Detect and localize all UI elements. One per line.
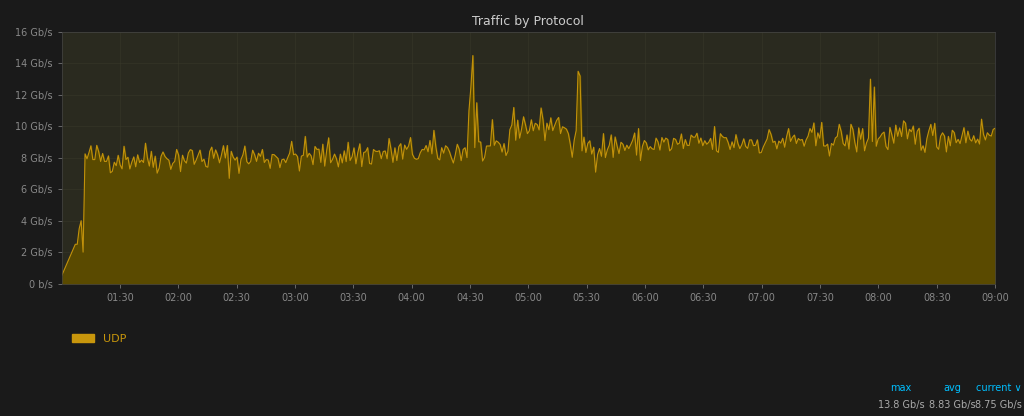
- Text: max: max: [891, 383, 911, 393]
- Text: 8.83 Gb/s: 8.83 Gb/s: [929, 400, 976, 410]
- Title: Traffic by Protocol: Traffic by Protocol: [472, 15, 585, 28]
- Text: current ∨: current ∨: [976, 383, 1021, 393]
- Text: 13.8 Gb/s: 13.8 Gb/s: [878, 400, 925, 410]
- Legend: UDP: UDP: [68, 329, 131, 349]
- Text: avg: avg: [943, 383, 962, 393]
- Text: 8.75 Gb/s: 8.75 Gb/s: [975, 400, 1022, 410]
